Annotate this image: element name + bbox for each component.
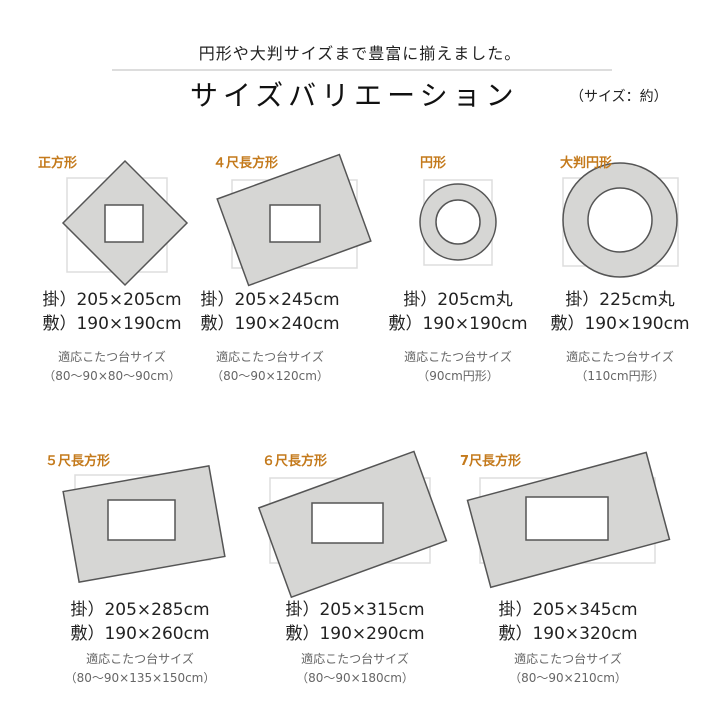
kakebuton-size: 掛）205×205cm bbox=[42, 290, 182, 310]
table-top-5shaku bbox=[107, 499, 176, 541]
table-top-7shaku bbox=[525, 496, 609, 541]
table-top-square bbox=[104, 204, 144, 243]
shikibuton-size: 敷）190×290cm bbox=[285, 624, 425, 644]
tagline: 円形や大判サイズまで豊富に揃えました。 bbox=[198, 44, 522, 63]
size-label: 円形 bbox=[420, 156, 447, 171]
fit-size: （80〜90×135×150cm） bbox=[64, 671, 216, 685]
shikibuton-size: 敷）190×190cm bbox=[388, 314, 528, 334]
shikibuton-size: 敷）190×190cm bbox=[550, 314, 690, 334]
kakebuton-size: 掛）205×345cm bbox=[498, 600, 638, 620]
size-note: （サイズ：約） bbox=[570, 89, 668, 105]
kakebuton-size: 掛）205×315cm bbox=[285, 600, 425, 620]
fit-label: 適応こたつ台サイズ bbox=[58, 350, 166, 364]
page-title: サイズバリエーション bbox=[190, 79, 519, 112]
table-top-round bbox=[435, 199, 481, 245]
fit-label: 適応こたつ台サイズ bbox=[404, 350, 512, 364]
kakebuton-size: 掛）205×245cm bbox=[200, 290, 340, 310]
fit-label: 適応こたつ台サイズ bbox=[301, 652, 409, 666]
fit-size: （110cm円形） bbox=[575, 369, 665, 383]
size-label: 大判円形 bbox=[560, 156, 613, 171]
size-label: 正方形 bbox=[38, 156, 78, 171]
shikibuton-size: 敷）190×240cm bbox=[200, 314, 340, 334]
shikibuton-size: 敷）190×320cm bbox=[498, 624, 638, 644]
kakebuton-size: 掛）225cm丸 bbox=[565, 290, 675, 310]
fit-size: （80〜90×120cm） bbox=[211, 369, 329, 383]
size-label: ４尺長方形 bbox=[213, 156, 279, 171]
fit-label: 適応こたつ台サイズ bbox=[514, 652, 622, 666]
table-top-4shaku bbox=[269, 204, 321, 243]
fit-size: （80〜90×210cm） bbox=[509, 671, 627, 685]
shikibuton-size: 敷）190×190cm bbox=[42, 314, 182, 334]
shikibuton-size: 敷）190×260cm bbox=[70, 624, 210, 644]
table-top-large-round bbox=[587, 187, 653, 253]
fit-size: （80〜90×180cm） bbox=[296, 671, 414, 685]
size-label: ６尺長方形 bbox=[262, 454, 328, 469]
divider bbox=[112, 69, 612, 71]
fit-label: 適応こたつ台サイズ bbox=[566, 350, 674, 364]
fit-label: 適応こたつ台サイズ bbox=[216, 350, 324, 364]
fit-size: （90cm円形） bbox=[417, 369, 499, 383]
table-top-6shaku bbox=[311, 502, 384, 544]
kakebuton-size: 掛）205×285cm bbox=[70, 600, 210, 620]
fit-label: 適応こたつ台サイズ bbox=[86, 652, 194, 666]
size-label: ５尺長方形 bbox=[45, 454, 111, 469]
size-label: 7尺長方形 bbox=[460, 454, 522, 469]
fit-size: （80〜90×80〜90cm） bbox=[43, 369, 181, 383]
kakebuton-size: 掛）205cm丸 bbox=[403, 290, 513, 310]
